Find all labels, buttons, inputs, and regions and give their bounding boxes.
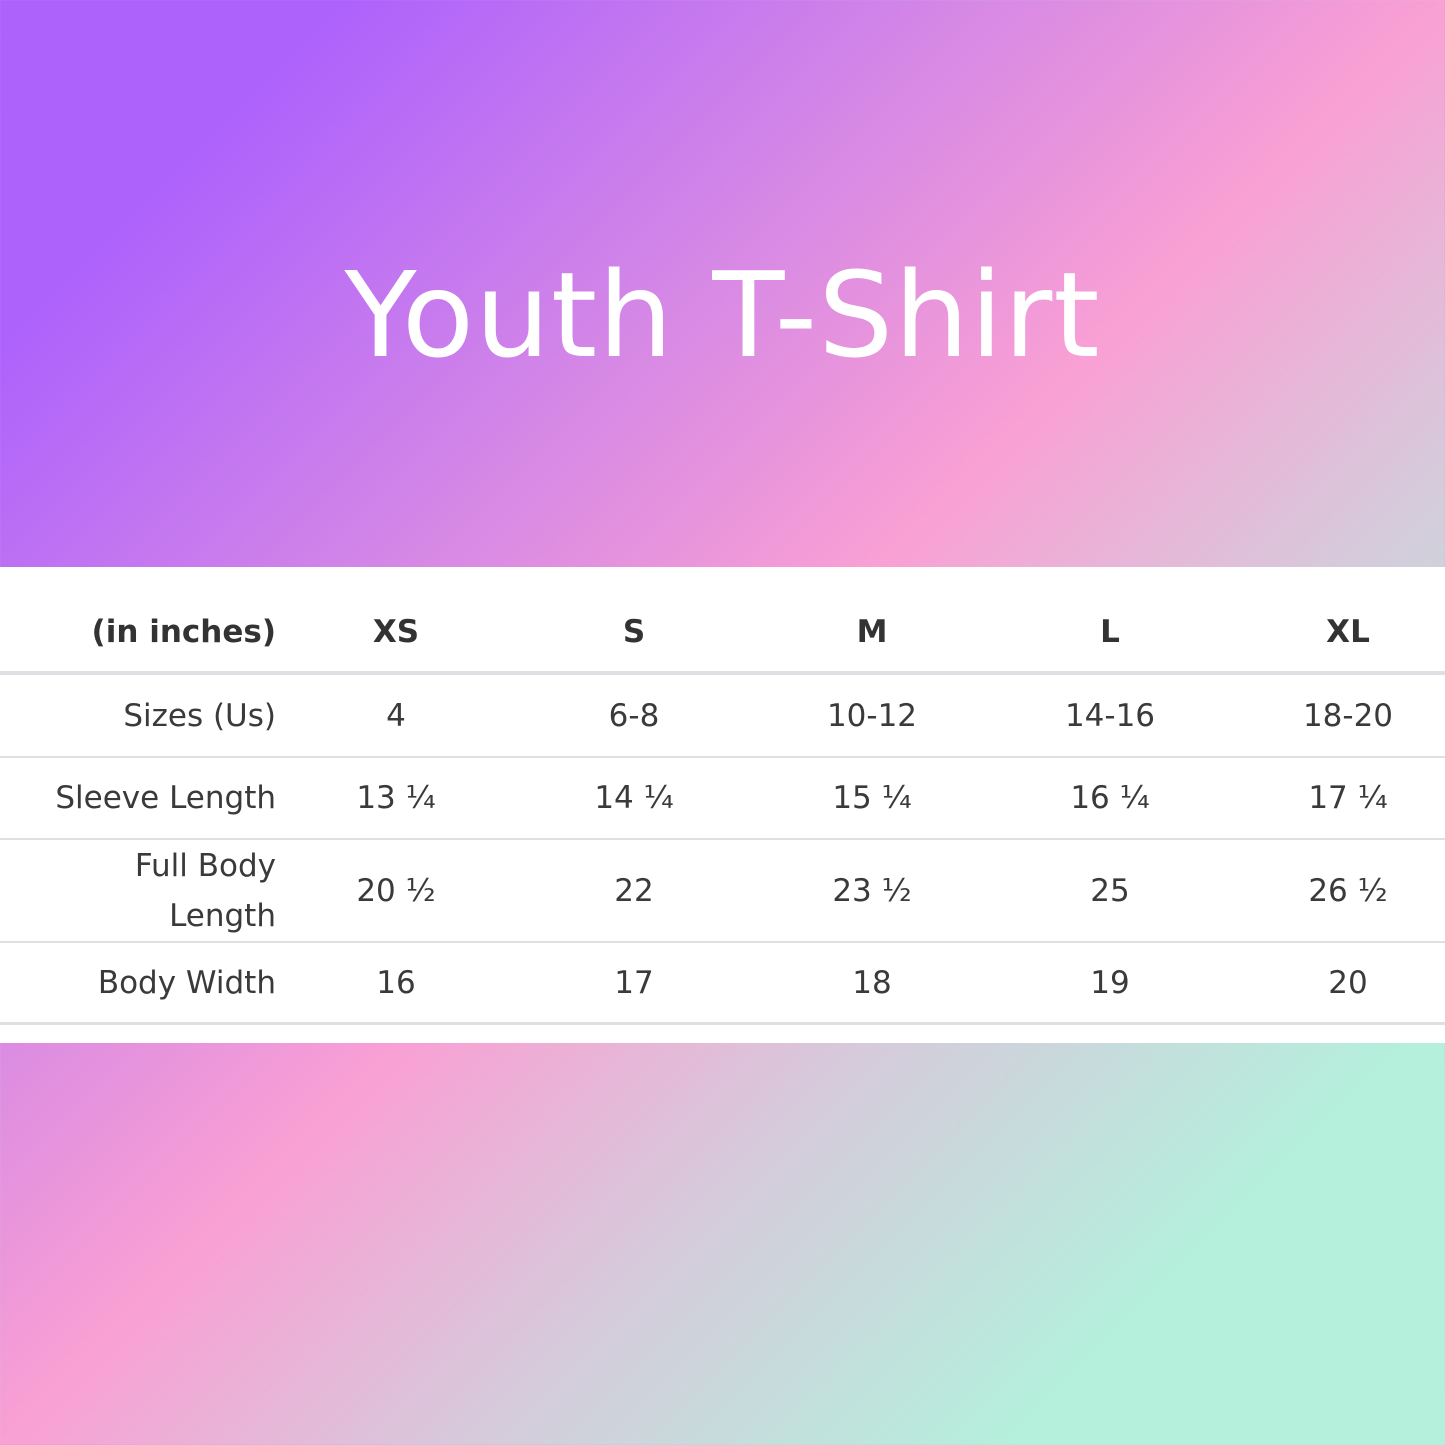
cell: 17: [614, 965, 654, 1001]
cell: 17 ¼: [1308, 780, 1388, 816]
cell: 20: [1328, 965, 1368, 1001]
cell: 10-12: [826, 697, 918, 734]
header-unit: (in inches): [91, 614, 276, 650]
table-row: Sizes (Us) 4 6-8 10-12 14-16 18-20: [0, 675, 1445, 756]
cell: 16 ¼: [1070, 780, 1150, 816]
row-divider: [0, 838, 1445, 840]
row-label: Sleeve Length: [55, 780, 276, 816]
cell: 6-8: [608, 697, 660, 734]
header-m: M: [856, 614, 888, 650]
table-row: Full Body Length 20 ½ 22 23 ½ 25 26 ½: [0, 840, 1445, 941]
row-label: Full Body Length: [134, 847, 276, 934]
header-xs: XS: [372, 614, 420, 650]
cell: 14 ¼: [594, 780, 674, 816]
row-label: Body Width: [97, 965, 276, 1001]
row-divider: [0, 756, 1445, 758]
header-s: S: [622, 614, 646, 650]
row-divider: [0, 941, 1445, 943]
cell: 18-20: [1302, 697, 1394, 734]
header-divider: [0, 671, 1445, 675]
table-header: (in inches) XS S M L XL: [0, 597, 1445, 667]
cell: 25: [1090, 872, 1130, 909]
table-row: Sleeve Length 13 ¼ 14 ¼ 15 ¼ 16 ¼ 17 ¼: [0, 758, 1445, 838]
page-title: Youth T-Shirt: [344, 246, 1101, 384]
cell: 4: [386, 697, 406, 734]
table-row: Body Width 16 17 18 19 20: [0, 943, 1445, 1023]
header-xl: XL: [1326, 614, 1370, 650]
cell: 20 ½: [356, 872, 436, 909]
row-label: Sizes (Us): [123, 697, 276, 734]
cell: 26 ½: [1308, 872, 1388, 909]
cell: 14-16: [1064, 697, 1156, 734]
cell: 18: [852, 965, 892, 1001]
cell: 16: [376, 965, 416, 1001]
row-divider: [0, 1022, 1445, 1025]
size-table: (in inches) XS S M L XL Sizes (Us) 4 6-8…: [0, 567, 1445, 1043]
cell: 22: [614, 872, 654, 909]
cell: 15 ¼: [832, 780, 912, 816]
cell: 19: [1090, 965, 1130, 1001]
cell: 13 ¼: [356, 780, 436, 816]
cell: 23 ½: [832, 872, 912, 909]
header-l: L: [1100, 614, 1120, 650]
